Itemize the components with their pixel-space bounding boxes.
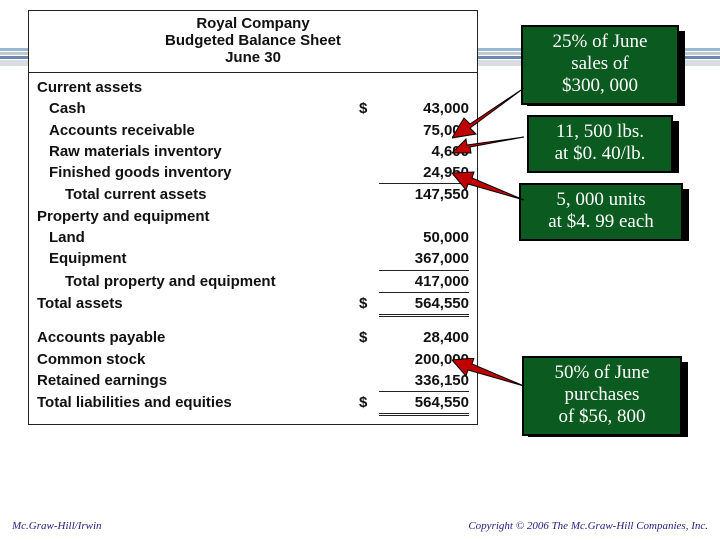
sheet-title: Budgeted Balance Sheet — [29, 32, 477, 49]
table-row: Raw materials inventory4,600 — [37, 141, 469, 162]
arrow-icon — [452, 358, 532, 398]
row-label: Accounts payable — [37, 327, 359, 348]
row-label: Common stock — [37, 349, 359, 370]
row-label: Total current assets — [37, 184, 359, 205]
callout-line: 5, 000 units — [529, 189, 673, 211]
row-label: Total assets — [37, 293, 359, 314]
footer-left: Mc.Graw-Hill/Irwin — [12, 520, 102, 532]
balance-sheet-table: Royal Company Budgeted Balance Sheet Jun… — [28, 10, 478, 425]
row-value: 50,000 — [379, 227, 469, 248]
arrow-icon — [452, 170, 532, 210]
table-row: Current assets — [37, 77, 469, 98]
row-label: Current assets — [37, 77, 359, 98]
row-currency: $ — [359, 293, 379, 314]
row-label: Finished goods inventory — [37, 162, 359, 183]
table-row: Finished goods inventory24,950 — [37, 162, 469, 183]
sheet-date: June 30 — [29, 49, 477, 66]
row-label: Land — [37, 227, 359, 248]
table-row: Total assets$564,550 — [37, 292, 469, 317]
table-row: Retained earnings336,150 — [37, 370, 469, 391]
row-label: Retained earnings — [37, 370, 359, 391]
table-row: Property and equipment — [37, 206, 469, 227]
table-row: Total liabilities and equities$564,550 — [37, 391, 469, 416]
table-row: Land 50,000 — [37, 227, 469, 248]
table-row: Total current assets147,550 — [37, 183, 469, 205]
row-value: 417,000 — [379, 270, 469, 292]
arrow-icon — [452, 131, 532, 161]
table-row: Common stock200,000 — [37, 349, 469, 370]
footer-right: Copyright © 2006 The Mc.Graw-Hill Compan… — [468, 520, 708, 532]
callout-line: $300, 000 — [531, 75, 669, 97]
callout-finished-goods: 5, 000 units at $4. 99 each — [519, 183, 683, 241]
callout-line: 50% of June — [532, 362, 672, 384]
callout-line: of $56, 800 — [532, 406, 672, 428]
table-row: Equipment 367,000 — [37, 248, 469, 269]
row-label: Property and equipment — [37, 206, 359, 227]
callout-line: 25% of June — [531, 31, 669, 53]
row-currency: $ — [359, 98, 379, 119]
callout-line: sales of — [531, 53, 669, 75]
row-label: Total liabilities and equities — [37, 392, 359, 413]
row-value: 28,400 — [379, 327, 469, 348]
row-spacer — [37, 317, 469, 327]
row-label: Cash — [37, 98, 359, 119]
row-label: Total property and equipment — [37, 271, 359, 292]
table-row: Accounts payable$28,400 — [37, 327, 469, 348]
row-currency: $ — [359, 327, 379, 348]
callout-accounts-receivable: 25% of June sales of $300, 000 — [521, 25, 679, 105]
sheet-header: Royal Company Budgeted Balance Sheet Jun… — [29, 11, 477, 73]
table-row: Total property and equipment 417,000 — [37, 270, 469, 292]
row-value: 367,000 — [379, 248, 469, 269]
callout-raw-materials: 11, 500 lbs. at $0. 40/lb. — [527, 115, 673, 173]
sheet-rows: Current assetsCash$43,000Accounts receiv… — [29, 73, 477, 424]
row-label: Accounts receivable — [37, 120, 359, 141]
row-label: Equipment — [37, 248, 359, 269]
row-value: 564,550 — [379, 292, 469, 317]
callout-line: purchases — [532, 384, 672, 406]
callout-line: 11, 500 lbs. — [537, 121, 663, 143]
table-row: Accounts receivable75,000 — [37, 120, 469, 141]
table-row: Cash$43,000 — [37, 98, 469, 119]
callout-accounts-payable: 50% of June purchases of $56, 800 — [522, 356, 682, 436]
row-label: Raw materials inventory — [37, 141, 359, 162]
row-currency: $ — [359, 392, 379, 413]
callout-line: at $4. 99 each — [529, 211, 673, 233]
company-name: Royal Company — [29, 15, 477, 32]
callout-line: at $0. 40/lb. — [537, 143, 663, 165]
